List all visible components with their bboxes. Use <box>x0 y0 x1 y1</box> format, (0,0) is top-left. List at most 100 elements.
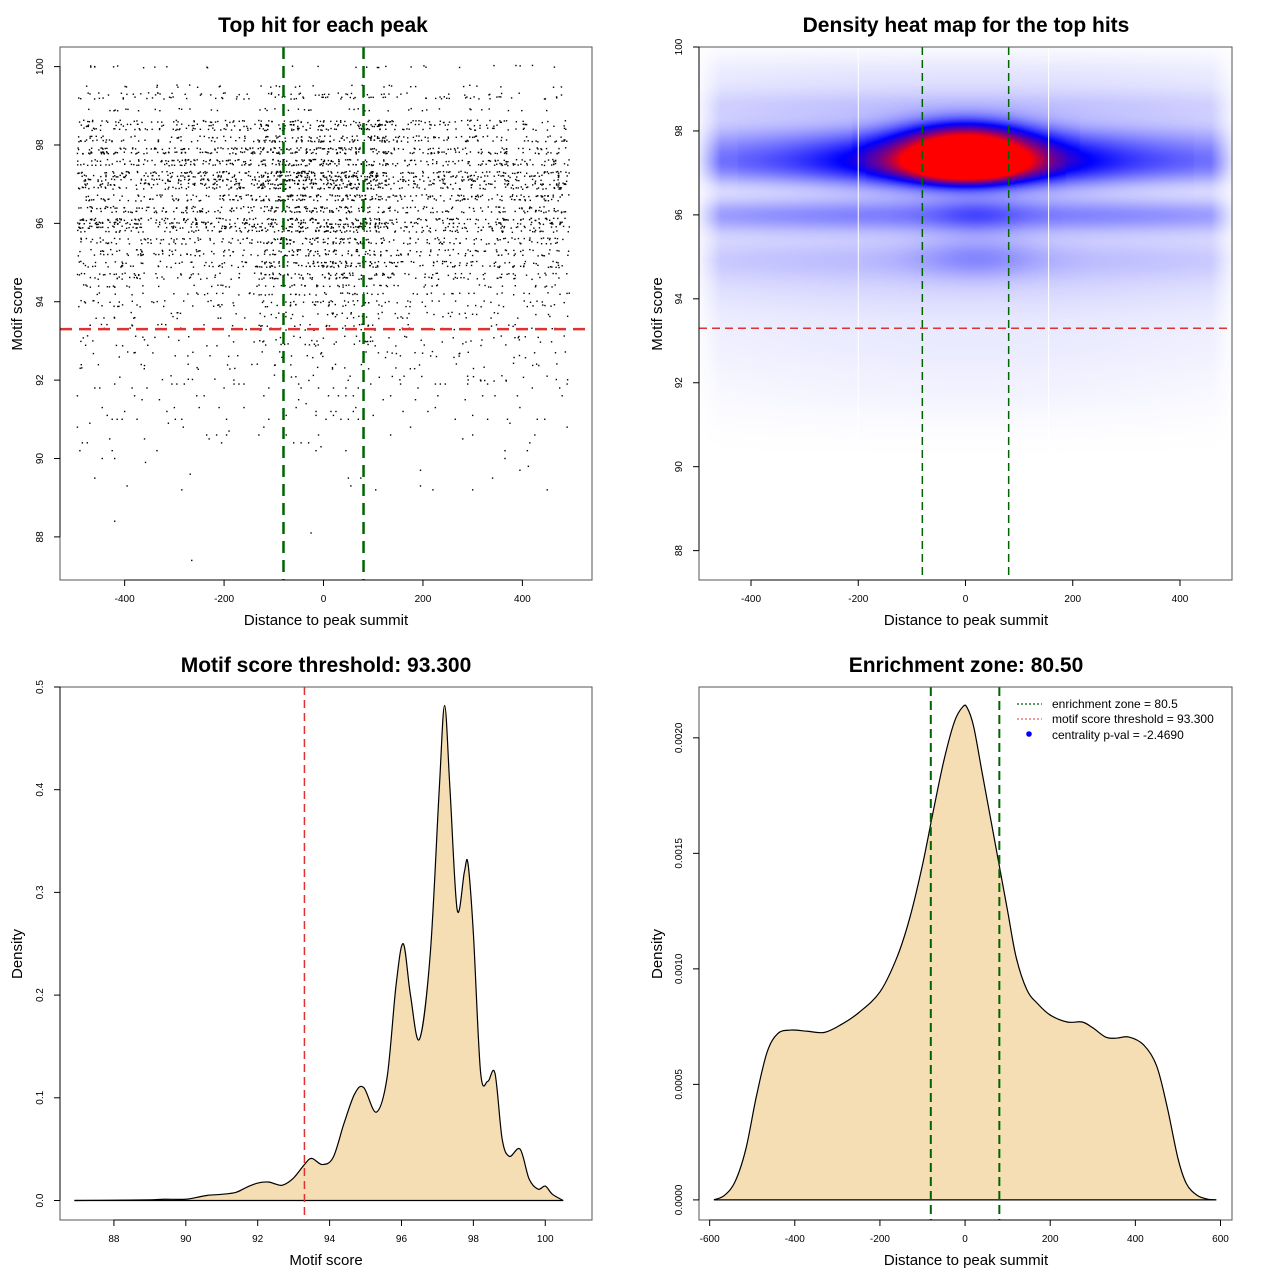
scatter-point <box>377 184 379 186</box>
scatter-point <box>353 186 355 189</box>
scatter-point <box>279 160 281 163</box>
scatter-point <box>174 226 177 228</box>
scatter-point <box>215 292 218 295</box>
heatmap-x-label: Distance to peak summit <box>884 612 1049 629</box>
scatter-point <box>260 151 262 153</box>
scatter-point <box>522 123 524 125</box>
scatter-point <box>347 210 350 212</box>
scatter-point <box>549 135 551 137</box>
scatter-point <box>504 163 506 166</box>
scatter-point <box>148 198 151 200</box>
scatter-point <box>316 340 318 342</box>
score-density-y-label: Density <box>9 928 26 979</box>
scatter-point <box>415 231 418 233</box>
scatter-point <box>100 147 102 149</box>
scatter-point <box>501 273 503 276</box>
scatter-point <box>340 206 343 209</box>
scatter-point <box>259 153 261 155</box>
scatter-point <box>136 152 138 154</box>
scatter-point <box>528 239 531 241</box>
scatter-point <box>464 399 466 401</box>
scatter-point <box>296 147 298 149</box>
scatter-point <box>77 229 79 232</box>
scatter-point <box>310 180 313 182</box>
scatter-point <box>337 175 339 178</box>
scatter-point <box>212 305 215 307</box>
scatter-point <box>489 93 491 96</box>
scatter-point <box>313 303 316 306</box>
scatter-point <box>279 274 282 276</box>
scatter-point <box>531 178 534 181</box>
scatter-point <box>309 160 312 162</box>
scatter-point <box>345 387 347 389</box>
scatter-point <box>346 292 349 294</box>
scatter-point <box>123 176 125 178</box>
scatter-point <box>324 276 326 279</box>
scatter-point <box>494 261 497 263</box>
scatter-point <box>469 108 471 110</box>
scatter-point <box>198 250 200 252</box>
scatter-point <box>327 179 329 182</box>
scatter-point <box>215 434 218 436</box>
scatter-point <box>416 218 419 220</box>
score-density-y-tick-label: 0.4 <box>35 782 46 796</box>
scatter-point <box>180 123 183 125</box>
scatter-point <box>276 223 278 225</box>
scatter-point <box>116 250 118 252</box>
scatter-point <box>261 186 264 188</box>
scatter-point <box>257 241 259 243</box>
scatter-point <box>320 206 322 208</box>
scatter-point <box>515 178 517 181</box>
scatter-point <box>404 195 406 198</box>
scatter-point <box>471 254 474 257</box>
scatter-point <box>378 219 381 221</box>
scatter-point <box>293 182 296 185</box>
scatter-point <box>136 223 138 225</box>
legend-label: motif score threshold = 93.300 <box>1052 712 1214 726</box>
scatter-point <box>220 284 222 286</box>
scatter-point <box>143 339 146 341</box>
scatter-point <box>129 160 131 162</box>
scatter-point <box>461 199 464 201</box>
scatter-point <box>518 335 520 338</box>
scatter-point <box>316 137 318 139</box>
scatter-point <box>369 261 372 263</box>
scatter-point <box>479 187 481 190</box>
scatter-point <box>451 230 453 233</box>
scatter-point <box>553 66 556 68</box>
scatter-point <box>418 364 421 366</box>
score-density-y-tick-label: 0.1 <box>35 1090 46 1104</box>
scatter-point <box>279 200 282 202</box>
scatter-point <box>216 180 218 182</box>
scatter-point <box>270 265 273 267</box>
scatter-point <box>493 337 495 339</box>
scatter-point <box>422 152 424 154</box>
scatter-point <box>76 152 79 155</box>
scatter-point <box>266 206 268 208</box>
scatter-point <box>315 410 317 413</box>
scatter-point <box>395 352 398 355</box>
scatter-point <box>503 148 505 151</box>
scatter-point <box>95 135 97 138</box>
scatter-point <box>190 261 192 264</box>
scatter-point <box>297 206 299 208</box>
scatter-point <box>235 207 238 209</box>
scatter-point <box>259 340 261 342</box>
scatter-point <box>314 140 316 143</box>
scatter-point <box>278 164 281 166</box>
scatter-point <box>378 195 380 198</box>
scatter-point <box>334 274 337 276</box>
scatter-point <box>131 211 134 214</box>
scatter-point <box>500 121 503 124</box>
scatter-point <box>173 406 176 409</box>
scatter-point <box>431 300 433 302</box>
scatter-point <box>273 211 276 213</box>
scatter-point <box>506 179 509 182</box>
scatter-point <box>341 178 343 181</box>
scatter-point <box>379 284 381 287</box>
scatter-point <box>369 340 372 343</box>
scatter-point <box>285 315 287 318</box>
scatter-point <box>266 176 269 178</box>
scatter-point <box>501 285 504 287</box>
scatter-point <box>505 152 508 155</box>
